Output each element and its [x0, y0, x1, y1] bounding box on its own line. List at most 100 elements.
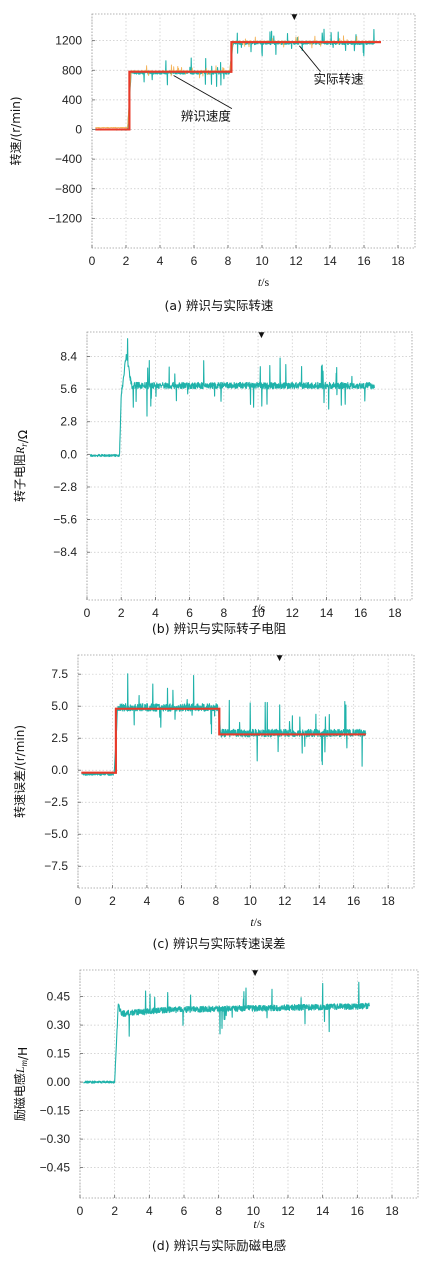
plot-area: [87, 332, 412, 600]
series-noisy-line: [83, 981, 371, 1084]
y-tick-label: 2.5: [51, 731, 68, 745]
x-tick-label: 8: [213, 894, 220, 908]
x-tick-label: 8: [220, 606, 227, 620]
y-tick-label: 0.0: [60, 447, 77, 461]
y-tick-label: 5.0: [51, 699, 68, 713]
x-tick-label: 0: [84, 606, 91, 620]
x-axis-label: t/s: [250, 915, 262, 929]
x-tick-label: 18: [388, 606, 402, 620]
x-tick-label: 14: [316, 1204, 330, 1218]
annotation-leader: [173, 75, 233, 110]
x-tick-label: 16: [347, 894, 361, 908]
y-tick-label: −400: [55, 152, 82, 166]
chart-caption: (b) 辨识与实际转子电阻: [152, 621, 287, 636]
plot-area: [78, 655, 414, 888]
top-marker-arrow: ▼: [275, 653, 285, 664]
x-tick-label: 14: [323, 254, 337, 268]
y-tick-label: −0.30: [40, 1132, 71, 1146]
x-tick-label: 2: [123, 254, 130, 268]
x-axis-label: t/s: [254, 601, 266, 615]
x-tick-label: 10: [244, 894, 258, 908]
x-tick-label: 16: [357, 254, 371, 268]
y-tick-label: −0.15: [40, 1104, 71, 1118]
plot-frame: [79, 969, 419, 1199]
x-tick-label: 2: [111, 1204, 118, 1218]
plot-frame: [91, 13, 416, 249]
y-tick-label: 5.6: [60, 382, 77, 396]
x-tick-label: 16: [351, 1204, 365, 1218]
chart-panel-1: 0 2 4 6 8 10 12 14 16 18 1200 800 400 0 −400 −800 −1200 t…: [8, 12, 416, 313]
y-tick-label: 2.8: [60, 415, 77, 429]
top-marker-arrow: ▼: [250, 968, 260, 979]
y-tick-label: −800: [55, 182, 82, 196]
x-tick-label: 12: [286, 606, 300, 620]
y-tick-label: −8.4: [53, 545, 77, 559]
x-tick-label: 4: [152, 606, 159, 620]
chart-caption: (c) 辨识与实际转速误差: [152, 936, 285, 951]
x-tick-label: 8: [215, 1204, 222, 1218]
x-tick-label: 14: [320, 606, 334, 620]
x-tick-label: 6: [186, 606, 193, 620]
y-axis-label: 励磁电感Lm/H: [12, 1047, 30, 1121]
x-tick-label: 4: [144, 894, 151, 908]
y-tick-label: 0.15: [47, 1047, 71, 1061]
chart-panel-3: 0 2 4 6 8 10 12 14 16 18 7.5 5.0 2.5 0.0 −2.5 −5.0 −7.5 t…: [12, 653, 415, 951]
x-tick-label: 4: [157, 254, 164, 268]
x-tick-label: 0: [77, 1204, 84, 1218]
y-tick-label: 7.5: [51, 667, 68, 681]
annotation-leader: [299, 45, 321, 72]
x-tick-label: 18: [385, 1204, 399, 1218]
x-tick-label: 18: [381, 894, 395, 908]
y-tick-label: −0.45: [40, 1161, 71, 1175]
y-tick-label: −1200: [48, 211, 82, 225]
y-tick-label: 0.45: [47, 990, 71, 1004]
x-tick-label: 0: [75, 894, 82, 908]
x-tick-label: 14: [313, 894, 327, 908]
y-tick-label: −2.8: [53, 480, 77, 494]
x-tick-label: 10: [251, 606, 265, 620]
y-tick-label: −5.0: [44, 827, 68, 841]
x-axis-label: t/s: [258, 275, 270, 289]
series-noisy-line: [89, 338, 375, 458]
y-tick-label: 8.4: [60, 349, 77, 363]
y-axis-label: 转子电阻Rr/Ω: [12, 430, 30, 502]
y-axis-label: 转速/(r/min): [8, 96, 23, 165]
x-tick-label: 12: [278, 894, 292, 908]
top-marker-arrow: ▼: [257, 330, 267, 341]
y-tick-label: 800: [62, 63, 82, 77]
y-tick-label: 0: [75, 123, 82, 137]
x-tick-label: 10: [255, 254, 269, 268]
y-tick-label: −2.5: [44, 795, 68, 809]
x-tick-label: 6: [181, 1204, 188, 1218]
annotation-label: 实际转速: [313, 72, 364, 87]
y-tick-label: 0.0: [51, 763, 68, 777]
annotation-label: 辨识速度: [181, 109, 232, 124]
x-tick-label: 12: [281, 1204, 295, 1218]
x-tick-label: 16: [354, 606, 368, 620]
y-tick-label: −5.6: [53, 513, 77, 527]
plot-frame: [86, 331, 413, 601]
chart-caption: (d) 辨识与实际励磁电感: [152, 1238, 286, 1253]
y-axis-label: 转速误差/(r/min): [12, 725, 27, 818]
y-tick-label: 1200: [55, 34, 82, 48]
y-tick-label: −7.5: [44, 859, 68, 873]
x-tick-label: 8: [225, 254, 232, 268]
x-tick-label: 6: [191, 254, 198, 268]
plot-frame: [77, 654, 415, 889]
top-marker-arrow: ▼: [289, 12, 299, 23]
x-tick-label: 10: [247, 1204, 261, 1218]
x-tick-label: 2: [118, 606, 125, 620]
x-tick-label: 2: [109, 894, 116, 908]
plot-area: [92, 14, 415, 248]
x-tick-label: 18: [391, 254, 405, 268]
x-tick-label: 12: [289, 254, 303, 268]
chart-caption: (a) 辨识与实际转速: [165, 298, 274, 313]
y-tick-label: 400: [62, 93, 82, 107]
y-tick-label: 0.00: [47, 1075, 71, 1089]
chart-panel-4: 0 2 4 6 8 10 12 14 16 18 0.45 0.30 0.15 0.00 −0.15 −0.3…: [12, 968, 419, 1253]
x-axis-label: t/s: [253, 1217, 265, 1231]
series-step-line-top: [95, 41, 381, 131]
series-step-line-top: [81, 707, 366, 774]
x-tick-label: 4: [146, 1204, 153, 1218]
